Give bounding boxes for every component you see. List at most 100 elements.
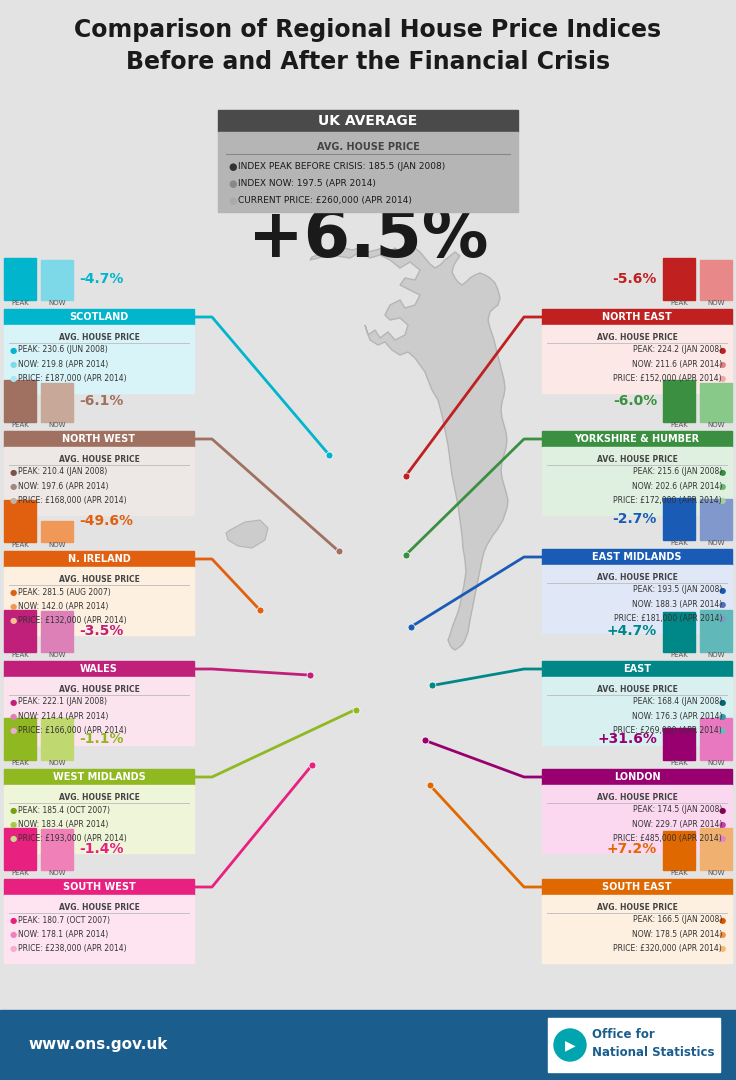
Text: EAST MIDLANDS: EAST MIDLANDS xyxy=(592,552,682,562)
Bar xyxy=(41,718,73,760)
Text: -6.0%: -6.0% xyxy=(613,394,657,408)
Text: ●: ● xyxy=(719,482,726,490)
Text: PRICE: £166,000 (APR 2014): PRICE: £166,000 (APR 2014) xyxy=(18,726,127,734)
Text: AVG. HOUSE PRICE: AVG. HOUSE PRICE xyxy=(597,685,677,694)
Text: EAST: EAST xyxy=(623,664,651,674)
Text: PEAK: PEAK xyxy=(670,540,688,546)
Text: AVG. HOUSE PRICE: AVG. HOUSE PRICE xyxy=(59,455,139,464)
Circle shape xyxy=(554,1029,586,1061)
Text: ●: ● xyxy=(10,360,17,368)
Bar xyxy=(4,677,194,745)
Text: NOW: NOW xyxy=(707,870,725,876)
Text: INDEX NOW: 197.5 (APR 2014): INDEX NOW: 197.5 (APR 2014) xyxy=(238,179,376,188)
Bar xyxy=(542,431,732,447)
Text: AVG. HOUSE PRICE: AVG. HOUSE PRICE xyxy=(59,685,139,694)
Text: NORTH EAST: NORTH EAST xyxy=(602,312,672,322)
Text: NOW: NOW xyxy=(49,652,66,658)
Text: PEAK: 281.5 (AUG 2007): PEAK: 281.5 (AUG 2007) xyxy=(18,588,110,596)
Text: SOUTH EAST: SOUTH EAST xyxy=(602,882,672,892)
Text: PRICE: £132,000 (APR 2014): PRICE: £132,000 (APR 2014) xyxy=(18,616,127,624)
Text: PEAK: 230.6 (JUN 2008): PEAK: 230.6 (JUN 2008) xyxy=(18,346,107,354)
Text: ●: ● xyxy=(10,916,17,924)
Bar xyxy=(4,325,194,393)
Text: +4.7%: +4.7% xyxy=(606,624,657,638)
Polygon shape xyxy=(310,248,508,650)
Text: ●: ● xyxy=(719,374,726,382)
Text: PEAK: 174.5 (JAN 2008): PEAK: 174.5 (JAN 2008) xyxy=(633,806,722,814)
Bar xyxy=(700,828,732,870)
Bar xyxy=(542,769,732,785)
Text: NOW: 142.0 (APR 2014): NOW: 142.0 (APR 2014) xyxy=(18,602,108,610)
Bar xyxy=(4,500,36,542)
Text: ●: ● xyxy=(10,712,17,720)
Text: PRICE: £152,000 (APR 2014): PRICE: £152,000 (APR 2014) xyxy=(613,374,722,382)
Bar xyxy=(700,718,732,760)
Text: -6.1%: -6.1% xyxy=(79,394,124,408)
Bar xyxy=(0,1010,736,1080)
Text: ●: ● xyxy=(10,468,17,476)
Text: AVG. HOUSE PRICE: AVG. HOUSE PRICE xyxy=(59,575,139,584)
Text: ●: ● xyxy=(10,482,17,490)
Bar xyxy=(41,521,73,542)
Text: PEAK: 222.1 (JAN 2008): PEAK: 222.1 (JAN 2008) xyxy=(18,698,107,706)
Bar xyxy=(4,431,194,447)
Text: NOW: 197.6 (APR 2014): NOW: 197.6 (APR 2014) xyxy=(18,482,108,490)
Text: ●: ● xyxy=(10,496,17,504)
Bar xyxy=(663,612,695,652)
Bar xyxy=(542,447,732,515)
Bar xyxy=(218,110,518,132)
Text: WEST MIDLANDS: WEST MIDLANDS xyxy=(53,772,146,782)
Text: N. IRELAND: N. IRELAND xyxy=(68,554,130,564)
Text: ●: ● xyxy=(719,944,726,953)
Text: Office for: Office for xyxy=(592,1027,655,1040)
Bar xyxy=(542,565,732,633)
Text: ●: ● xyxy=(10,726,17,734)
Text: -2.7%: -2.7% xyxy=(612,512,657,526)
Text: ●: ● xyxy=(719,916,726,924)
Polygon shape xyxy=(226,519,268,548)
Text: NOW: 202.6 (APR 2014): NOW: 202.6 (APR 2014) xyxy=(631,482,722,490)
Text: NOW: NOW xyxy=(49,542,66,548)
Text: +31.6%: +31.6% xyxy=(597,732,657,746)
Text: ●: ● xyxy=(719,346,726,354)
Text: NOW: NOW xyxy=(707,540,725,546)
Text: ●: ● xyxy=(719,712,726,720)
Bar xyxy=(218,132,518,212)
Bar xyxy=(548,1018,720,1072)
Text: PEAK: 193.5 (JAN 2008): PEAK: 193.5 (JAN 2008) xyxy=(633,585,722,594)
Bar xyxy=(4,567,194,635)
Text: NOW: NOW xyxy=(49,300,66,306)
Text: AVG. HOUSE PRICE: AVG. HOUSE PRICE xyxy=(597,455,677,464)
Text: AVG. HOUSE PRICE: AVG. HOUSE PRICE xyxy=(597,333,677,342)
Text: UK AVERAGE: UK AVERAGE xyxy=(319,114,417,129)
Text: NOW: 211.6 (APR 2014): NOW: 211.6 (APR 2014) xyxy=(631,360,722,368)
Text: CURRENT PRICE: £260,000 (APR 2014): CURRENT PRICE: £260,000 (APR 2014) xyxy=(238,195,412,205)
Text: NOW: 176.3 (APR 2014): NOW: 176.3 (APR 2014) xyxy=(631,712,722,720)
Text: ●: ● xyxy=(10,834,17,842)
Bar xyxy=(663,258,695,300)
Text: PEAK: PEAK xyxy=(670,300,688,306)
Text: ▶: ▶ xyxy=(565,1038,576,1052)
Text: ●: ● xyxy=(228,162,236,172)
Text: AVG. HOUSE PRICE: AVG. HOUSE PRICE xyxy=(597,903,677,912)
Text: PEAK: PEAK xyxy=(670,870,688,876)
Bar xyxy=(700,382,732,422)
Text: -5.6%: -5.6% xyxy=(612,272,657,286)
Bar xyxy=(4,380,36,422)
Text: PEAK: 168.4 (JAN 2008): PEAK: 168.4 (JAN 2008) xyxy=(633,698,722,706)
Text: ●: ● xyxy=(719,585,726,594)
Bar xyxy=(700,610,732,652)
Text: ●: ● xyxy=(719,613,726,622)
Text: YORKSHIRE & HUMBER: YORKSHIRE & HUMBER xyxy=(574,434,699,444)
Bar xyxy=(700,260,732,300)
Text: PEAK: 180.7 (OCT 2007): PEAK: 180.7 (OCT 2007) xyxy=(18,916,110,924)
Text: Before and After the Financial Crisis: Before and After the Financial Crisis xyxy=(126,50,610,75)
Text: AVG. HOUSE PRICE: AVG. HOUSE PRICE xyxy=(597,793,677,802)
Text: INDEX PEAK BEFORE CRISIS: 185.5 (JAN 2008): INDEX PEAK BEFORE CRISIS: 185.5 (JAN 200… xyxy=(238,162,445,171)
Bar xyxy=(4,551,194,567)
Text: -1.4%: -1.4% xyxy=(79,842,124,856)
Bar xyxy=(542,879,732,895)
Text: SOUTH WEST: SOUTH WEST xyxy=(63,882,135,892)
Text: ●: ● xyxy=(10,602,17,610)
Text: ●: ● xyxy=(719,726,726,734)
